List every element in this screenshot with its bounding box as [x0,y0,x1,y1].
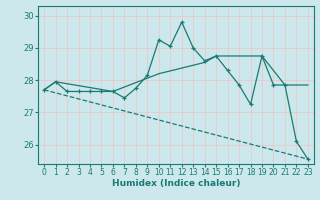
X-axis label: Humidex (Indice chaleur): Humidex (Indice chaleur) [112,179,240,188]
